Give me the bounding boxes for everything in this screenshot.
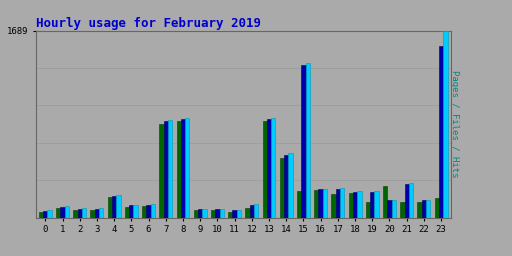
Bar xyxy=(331,194,336,218)
Bar xyxy=(357,191,361,218)
Bar xyxy=(181,119,185,218)
Bar xyxy=(318,189,323,218)
Bar xyxy=(426,200,431,218)
Bar xyxy=(435,198,439,218)
Bar xyxy=(306,63,310,218)
Bar xyxy=(151,204,155,218)
Bar xyxy=(129,205,134,218)
Bar xyxy=(125,207,129,218)
Bar xyxy=(215,209,220,218)
Bar xyxy=(78,209,82,218)
Bar xyxy=(202,209,207,218)
Bar xyxy=(370,191,374,218)
Bar xyxy=(383,186,387,218)
Bar xyxy=(340,188,344,218)
Bar xyxy=(323,189,327,218)
Bar xyxy=(297,191,301,218)
Bar xyxy=(146,205,151,218)
Bar xyxy=(228,211,232,218)
Bar xyxy=(39,212,43,218)
Bar xyxy=(134,205,138,218)
Bar xyxy=(65,206,69,218)
Bar xyxy=(417,201,422,218)
Bar xyxy=(349,193,353,218)
Bar xyxy=(409,183,413,218)
Bar xyxy=(60,207,65,218)
Bar xyxy=(211,210,215,218)
Bar xyxy=(250,205,254,218)
Bar xyxy=(336,189,340,218)
Bar xyxy=(198,209,202,218)
Bar xyxy=(177,121,181,218)
Bar xyxy=(116,196,121,218)
Bar xyxy=(271,118,275,218)
Bar xyxy=(232,210,237,218)
Bar xyxy=(168,120,172,218)
Bar xyxy=(400,201,404,218)
Bar xyxy=(314,190,318,218)
Bar xyxy=(164,121,168,218)
Bar xyxy=(95,209,99,218)
Text: Hourly usage for February 2019: Hourly usage for February 2019 xyxy=(36,17,261,29)
Bar xyxy=(280,158,284,218)
Bar xyxy=(263,121,267,218)
Bar xyxy=(73,210,78,218)
Bar xyxy=(82,208,86,218)
Bar xyxy=(301,65,306,218)
Bar xyxy=(439,46,443,218)
Bar xyxy=(185,118,189,218)
Y-axis label: Pages / Files / Hits: Pages / Files / Hits xyxy=(450,70,459,178)
Bar xyxy=(353,191,357,218)
Bar xyxy=(392,200,396,218)
Bar xyxy=(99,208,103,218)
Bar xyxy=(159,124,164,218)
Bar xyxy=(387,200,392,218)
Bar xyxy=(112,196,116,218)
Bar xyxy=(108,197,112,218)
Bar xyxy=(254,204,258,218)
Bar xyxy=(91,210,95,218)
Bar xyxy=(288,153,293,218)
Bar xyxy=(284,155,288,218)
Bar xyxy=(267,119,271,218)
Bar xyxy=(194,210,198,218)
Bar xyxy=(237,210,241,218)
Bar xyxy=(374,191,379,218)
Bar xyxy=(404,184,409,218)
Bar xyxy=(443,31,447,218)
Bar xyxy=(366,201,370,218)
Bar xyxy=(245,208,250,218)
Bar xyxy=(48,210,52,218)
Bar xyxy=(220,209,224,218)
Bar xyxy=(142,206,146,218)
Bar xyxy=(43,211,48,218)
Bar xyxy=(422,200,426,218)
Bar xyxy=(56,208,60,218)
